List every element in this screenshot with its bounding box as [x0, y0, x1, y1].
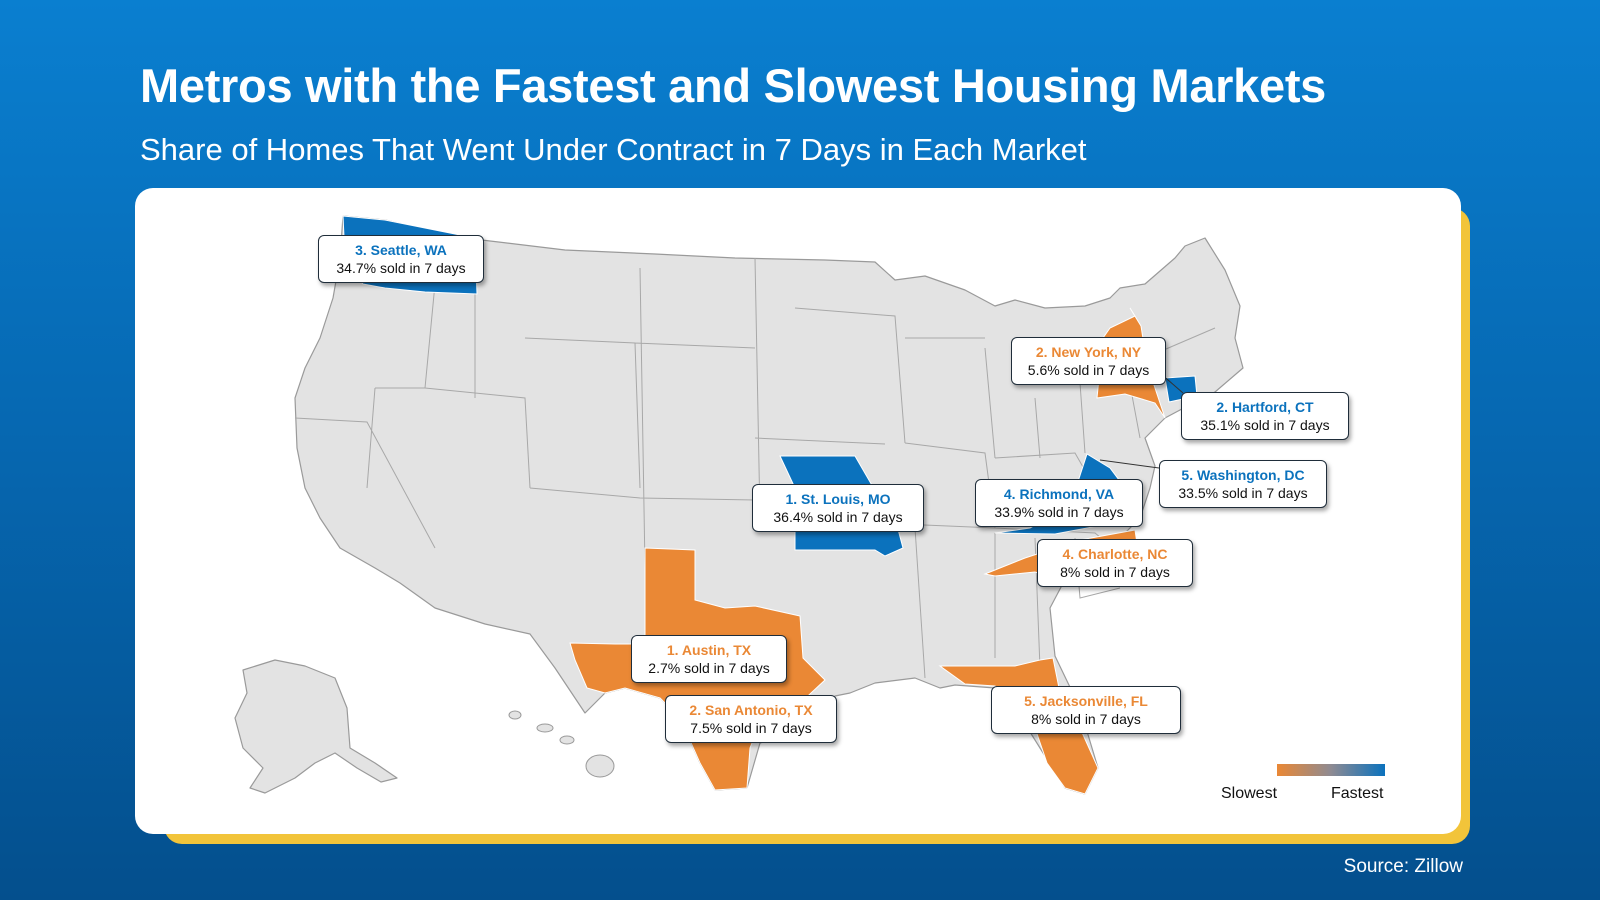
- legend-fastest-label: Fastest: [1331, 785, 1384, 802]
- washington-dc-leader-line: [1099, 459, 1160, 469]
- label-richmond: 4. Richmond, VA 33.9% sold in 7 days: [975, 479, 1143, 527]
- label-st-louis-stat: 36.4% sold in 7 days: [773, 509, 903, 525]
- map-card: 3. Seattle, WA 34.7% sold in 7 days 2. N…: [135, 188, 1461, 834]
- label-austin: 1. Austin, TX 2.7% sold in 7 days: [631, 635, 787, 683]
- label-hartford: 2. Hartford, CT 35.1% sold in 7 days: [1181, 392, 1349, 440]
- alaska-shape: [234, 659, 398, 794]
- label-seattle-stat: 34.7% sold in 7 days: [336, 260, 466, 276]
- label-seattle: 3. Seattle, WA 34.7% sold in 7 days: [318, 235, 484, 283]
- label-san-antonio: 2. San Antonio, TX 7.5% sold in 7 days: [665, 695, 837, 743]
- label-hartford-stat: 35.1% sold in 7 days: [1200, 417, 1330, 433]
- label-charlotte-name: 4. Charlotte, NC: [1062, 546, 1168, 562]
- label-washington-dc-stat: 33.5% sold in 7 days: [1178, 485, 1308, 501]
- label-hartford-name: 2. Hartford, CT: [1216, 399, 1314, 415]
- label-san-antonio-stat: 7.5% sold in 7 days: [690, 720, 812, 736]
- label-st-louis-name: 1. St. Louis, MO: [785, 491, 891, 507]
- label-austin-stat: 2.7% sold in 7 days: [648, 660, 770, 676]
- label-new-york-stat: 5.6% sold in 7 days: [1027, 362, 1150, 378]
- label-richmond-name: 4. Richmond, VA: [1003, 486, 1115, 502]
- label-st-louis: 1. St. Louis, MO 36.4% sold in 7 days: [752, 484, 924, 532]
- label-jacksonville-name: 5. Jacksonville, FL: [1024, 693, 1148, 709]
- legend-slowest-label: Slowest: [1221, 785, 1278, 802]
- label-new-york: 2. New York, NY 5.6% sold in 7 days: [1011, 337, 1166, 385]
- label-washington-dc: 5. Washington, DC 33.5% sold in 7 days: [1159, 460, 1327, 508]
- label-washington-dc-name: 5. Washington, DC: [1181, 467, 1305, 483]
- legend-gradient-bar: [1277, 764, 1385, 776]
- label-san-antonio-name: 2. San Antonio, TX: [689, 702, 813, 718]
- label-jacksonville-stat: 8% sold in 7 days: [1031, 711, 1141, 727]
- hawaii-shape: [508, 710, 615, 778]
- page-subtitle: Share of Homes That Went Under Contract …: [140, 132, 1087, 167]
- label-charlotte-stat: 8% sold in 7 days: [1060, 564, 1170, 580]
- label-new-york-name: 2. New York, NY: [1035, 344, 1142, 360]
- label-austin-name: 1. Austin, TX: [666, 642, 752, 658]
- source-credit: Source: Zillow: [1343, 856, 1463, 877]
- label-richmond-stat: 33.9% sold in 7 days: [994, 504, 1124, 520]
- label-charlotte: 4. Charlotte, NC 8% sold in 7 days: [1037, 539, 1193, 587]
- label-jacksonville: 5. Jacksonville, FL 8% sold in 7 days: [991, 686, 1181, 734]
- label-seattle-name: 3. Seattle, WA: [355, 242, 447, 258]
- page-title: Metros with the Fastest and Slowest Hous…: [140, 59, 1327, 112]
